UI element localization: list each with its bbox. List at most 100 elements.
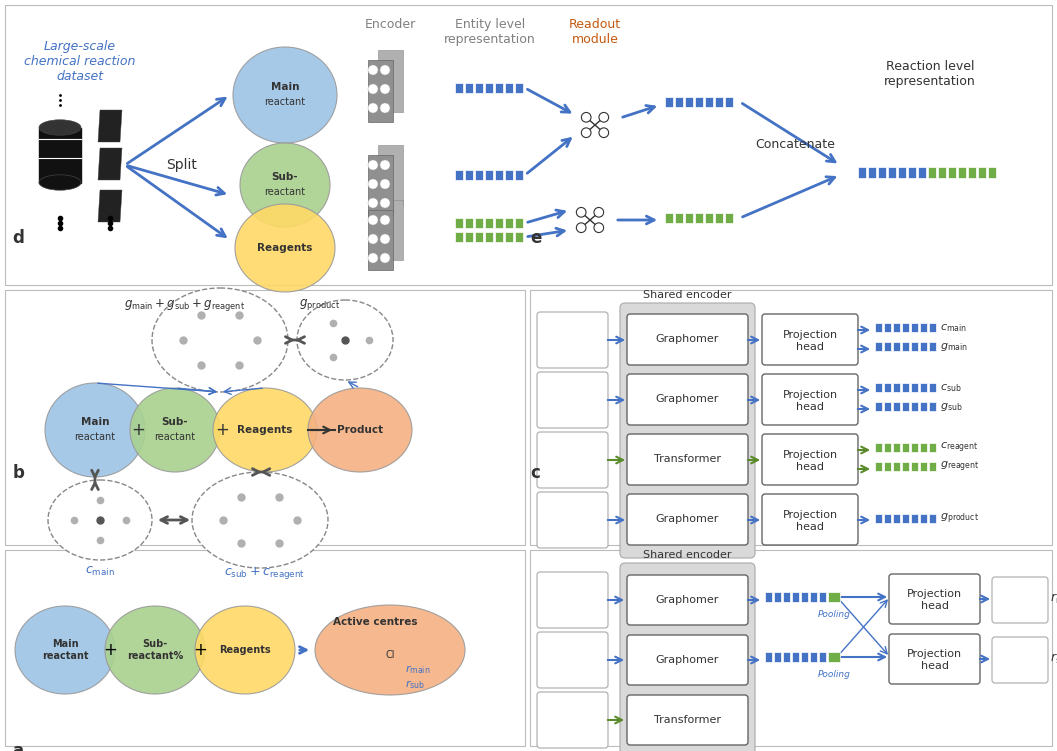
Text: Graphomer: Graphomer bbox=[655, 394, 719, 405]
Circle shape bbox=[381, 253, 390, 263]
Bar bbox=[920, 383, 927, 392]
Text: Projection: Projection bbox=[907, 649, 962, 659]
Text: Shared encoder: Shared encoder bbox=[644, 550, 731, 560]
Text: $r_{\rm main}$: $r_{\rm main}$ bbox=[1050, 592, 1057, 606]
Text: head: head bbox=[796, 521, 824, 532]
Bar bbox=[928, 167, 937, 178]
Text: reactant: reactant bbox=[264, 187, 305, 197]
Text: $c_{\rm sub}+c_{\rm reagent}$: $c_{\rm sub}+c_{\rm reagent}$ bbox=[224, 565, 305, 581]
Circle shape bbox=[594, 223, 604, 233]
Circle shape bbox=[368, 103, 378, 113]
Bar bbox=[978, 167, 986, 178]
Text: $c_{\rm sub}$: $c_{\rm sub}$ bbox=[940, 382, 962, 394]
Bar bbox=[902, 402, 909, 411]
Text: Pooling: Pooling bbox=[817, 610, 851, 619]
Bar bbox=[893, 462, 900, 471]
FancyBboxPatch shape bbox=[627, 314, 748, 365]
Bar bbox=[530, 550, 1052, 746]
Bar bbox=[911, 383, 917, 392]
Bar bbox=[792, 592, 799, 602]
Bar bbox=[920, 342, 927, 351]
Bar bbox=[455, 170, 463, 180]
Bar bbox=[988, 167, 996, 178]
Bar bbox=[884, 342, 891, 351]
Bar bbox=[908, 167, 916, 178]
FancyBboxPatch shape bbox=[993, 637, 1047, 683]
Bar bbox=[515, 170, 523, 180]
Bar bbox=[875, 514, 882, 523]
Bar bbox=[810, 652, 817, 662]
Text: $g_{\rm sub}$: $g_{\rm sub}$ bbox=[940, 401, 963, 413]
Circle shape bbox=[581, 113, 591, 122]
Polygon shape bbox=[368, 60, 393, 122]
Circle shape bbox=[381, 160, 390, 170]
Text: Main
reactant: Main reactant bbox=[41, 639, 88, 661]
Circle shape bbox=[599, 113, 609, 122]
Bar bbox=[893, 383, 900, 392]
Bar bbox=[485, 83, 493, 93]
FancyBboxPatch shape bbox=[889, 574, 980, 624]
Text: Reaction level
representation: Reaction level representation bbox=[884, 60, 976, 88]
Bar bbox=[696, 97, 703, 107]
FancyBboxPatch shape bbox=[762, 374, 858, 425]
Bar bbox=[515, 218, 523, 228]
FancyBboxPatch shape bbox=[620, 303, 755, 558]
Text: Entity level
representation: Entity level representation bbox=[444, 18, 536, 46]
Bar bbox=[968, 167, 976, 178]
Polygon shape bbox=[378, 200, 403, 260]
FancyBboxPatch shape bbox=[537, 492, 608, 548]
Ellipse shape bbox=[235, 204, 335, 292]
Bar bbox=[902, 462, 909, 471]
Bar bbox=[783, 652, 790, 662]
Circle shape bbox=[576, 207, 586, 217]
Ellipse shape bbox=[45, 383, 145, 477]
Bar bbox=[465, 232, 472, 242]
Polygon shape bbox=[378, 50, 403, 112]
FancyBboxPatch shape bbox=[537, 632, 608, 688]
Text: Projection: Projection bbox=[782, 330, 837, 339]
Bar bbox=[911, 342, 917, 351]
Circle shape bbox=[368, 215, 378, 225]
Bar bbox=[884, 383, 891, 392]
Text: $g_{\rm product}$: $g_{\rm product}$ bbox=[940, 511, 979, 526]
Text: head: head bbox=[796, 402, 824, 412]
Bar bbox=[893, 342, 900, 351]
Bar bbox=[902, 514, 909, 523]
Text: $r_{\rm main}$: $r_{\rm main}$ bbox=[405, 664, 430, 677]
Circle shape bbox=[594, 207, 604, 217]
Bar bbox=[5, 5, 1052, 285]
Bar bbox=[765, 652, 772, 662]
Circle shape bbox=[381, 179, 390, 189]
Bar bbox=[696, 213, 703, 223]
Bar bbox=[495, 218, 503, 228]
Text: head: head bbox=[921, 601, 948, 611]
Ellipse shape bbox=[192, 472, 328, 568]
Text: +: + bbox=[131, 421, 145, 439]
Bar bbox=[929, 514, 937, 523]
Text: Transformer: Transformer bbox=[654, 454, 721, 465]
Bar bbox=[495, 170, 503, 180]
Bar bbox=[774, 652, 781, 662]
Bar bbox=[920, 462, 927, 471]
Bar bbox=[893, 514, 900, 523]
Text: Pooling: Pooling bbox=[817, 670, 851, 679]
Text: Concatenate: Concatenate bbox=[755, 138, 835, 152]
Bar bbox=[515, 83, 523, 93]
Circle shape bbox=[381, 215, 390, 225]
FancyBboxPatch shape bbox=[537, 572, 608, 628]
FancyBboxPatch shape bbox=[889, 634, 980, 684]
Bar bbox=[858, 167, 866, 178]
Bar bbox=[920, 443, 927, 452]
Ellipse shape bbox=[214, 388, 317, 472]
FancyBboxPatch shape bbox=[537, 692, 608, 748]
Text: Product: Product bbox=[337, 425, 383, 435]
Bar bbox=[455, 83, 463, 93]
FancyBboxPatch shape bbox=[993, 577, 1047, 623]
Bar bbox=[801, 592, 808, 602]
Bar bbox=[485, 170, 493, 180]
Bar bbox=[783, 592, 790, 602]
Bar bbox=[819, 592, 826, 602]
Bar bbox=[948, 167, 956, 178]
Ellipse shape bbox=[315, 605, 465, 695]
Text: reactant: reactant bbox=[154, 432, 196, 442]
